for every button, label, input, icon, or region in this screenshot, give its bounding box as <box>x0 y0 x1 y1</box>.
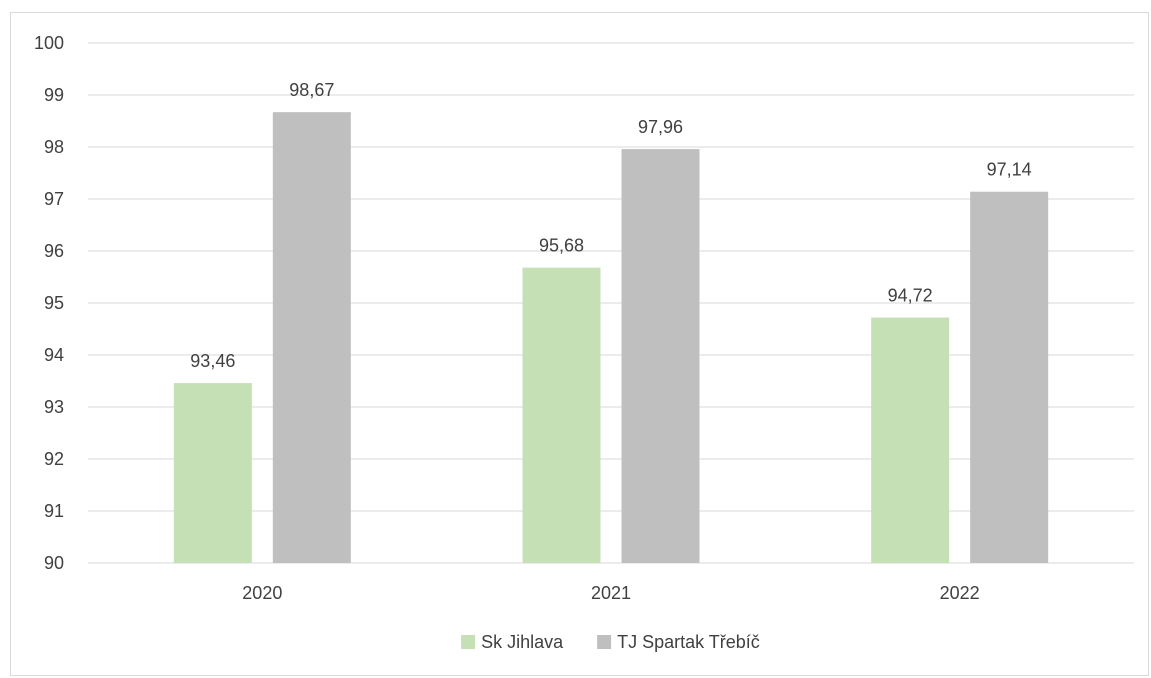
y-tick-label-91: 91 <box>44 501 64 521</box>
bar-2022-series-2 <box>970 191 1049 563</box>
x-tick-label-2020: 2020 <box>242 583 282 603</box>
y-tick-label-99: 99 <box>44 85 64 105</box>
bar-2021-series-1 <box>522 267 601 563</box>
data-label-2022-series-2: 97,14 <box>987 160 1032 180</box>
bar-2021-series-2 <box>621 149 700 563</box>
y-tick-label-100: 100 <box>34 33 64 53</box>
x-tick-label-2021: 2021 <box>591 583 631 603</box>
y-tick-label-92: 92 <box>44 449 64 469</box>
bar-2022-series-1 <box>871 317 950 563</box>
y-tick-label-97: 97 <box>44 189 64 209</box>
y-tick-label-98: 98 <box>44 137 64 157</box>
x-tick-label-2022: 2022 <box>940 583 980 603</box>
bar-2020-series-2 <box>272 112 351 563</box>
data-label-2021-series-2: 97,96 <box>638 117 683 137</box>
y-tick-label-94: 94 <box>44 345 64 365</box>
legend-swatch-series-1 <box>461 635 476 649</box>
bar-2020-series-1 <box>173 383 252 563</box>
y-tick-label-95: 95 <box>44 293 64 313</box>
y-tick-label-93: 93 <box>44 397 64 417</box>
data-label-2020-series-1: 93,46 <box>190 351 235 371</box>
data-label-2022-series-1: 94,72 <box>888 286 933 306</box>
y-tick-label-90: 90 <box>44 553 64 573</box>
legend-label-series-2: TJ Spartak Třebíč <box>617 632 760 652</box>
data-label-2020-series-2: 98,67 <box>289 80 334 100</box>
legend-swatch-series-2 <box>597 635 612 649</box>
legend-label-series-1: Sk Jihlava <box>481 632 564 652</box>
data-label-2021-series-1: 95,68 <box>539 236 584 256</box>
y-tick-label-96: 96 <box>44 241 64 261</box>
